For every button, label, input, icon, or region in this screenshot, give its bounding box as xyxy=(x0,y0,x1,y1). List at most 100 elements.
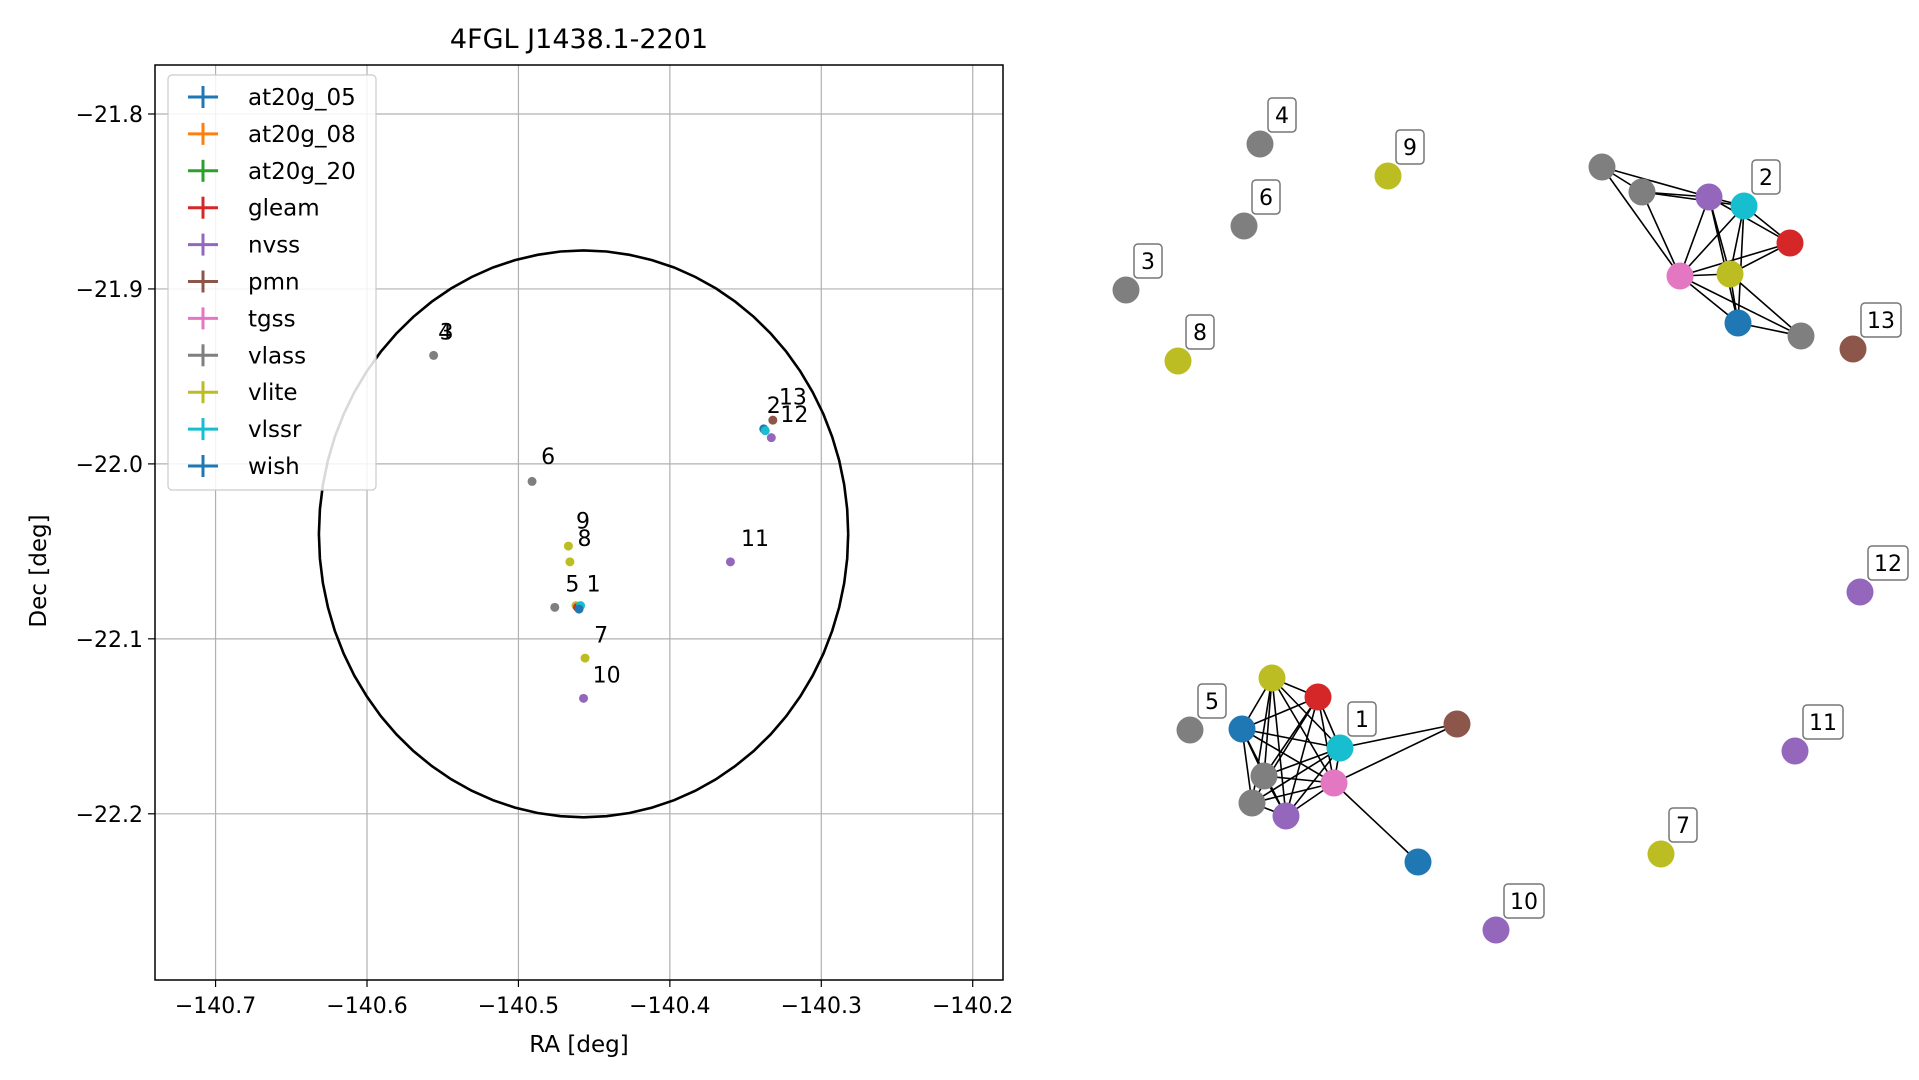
x-axis-ticks: −140.7 −140.6 −140.5 −140.4 −140.3 −140.2 xyxy=(175,980,1013,1019)
node-label-text: 5 xyxy=(1205,690,1219,715)
x-tick-label: −140.2 xyxy=(932,994,1013,1019)
graph-edge xyxy=(1271,677,1341,749)
graph-node xyxy=(1839,335,1867,363)
graph-node xyxy=(1238,789,1266,817)
graph-edge xyxy=(1317,696,1335,784)
source-point xyxy=(574,604,584,614)
graph-node xyxy=(1404,848,1432,876)
graph-node xyxy=(1374,162,1402,190)
node-label-box xyxy=(1751,159,1781,195)
graph-node xyxy=(1228,715,1256,743)
node-label-box xyxy=(1133,243,1163,279)
graph-edge xyxy=(1251,747,1341,804)
graph-nodes xyxy=(1112,130,1874,944)
x-tick-label: −140.7 xyxy=(175,994,256,1019)
node-label-text: 9 xyxy=(1403,136,1417,161)
point-label: 7 xyxy=(594,623,608,648)
y-tick-label: −21.8 xyxy=(76,103,143,128)
node-label: 13 xyxy=(1860,302,1902,338)
y-tick-label: −22.0 xyxy=(76,453,143,478)
graph-node xyxy=(1443,710,1471,738)
graph-node xyxy=(1781,737,1809,765)
graph-node xyxy=(1246,130,1274,158)
legend-label: tgss xyxy=(248,306,296,332)
point-label: 12 xyxy=(780,403,808,428)
legend-label: at20g_05 xyxy=(248,85,356,111)
node-label-box xyxy=(1395,129,1425,165)
source-point xyxy=(429,350,439,360)
y-axis-ticks: −21.8 −21.9 −22.0 −22.1 −22.2 xyxy=(76,103,155,828)
x-tick-label: −140.3 xyxy=(781,994,862,1019)
graph-node xyxy=(1112,276,1140,304)
legend-label: wish xyxy=(248,454,300,480)
node-label-box xyxy=(1802,704,1844,740)
legend-label: gleam xyxy=(248,196,320,222)
graph-node xyxy=(1250,762,1278,790)
node-label: 12 xyxy=(1867,545,1909,581)
node-label-box xyxy=(1267,97,1297,133)
graph-edge xyxy=(1251,782,1335,804)
node-label: 11 xyxy=(1802,704,1844,740)
graph-edge xyxy=(1708,196,1791,244)
graph-node xyxy=(1695,183,1723,211)
graph-edge xyxy=(1641,191,1681,277)
legend-label: nvss xyxy=(248,233,300,259)
graph-node xyxy=(1588,153,1616,181)
source-point xyxy=(527,476,537,486)
y-tick-label: −22.2 xyxy=(76,803,143,828)
node-label-box xyxy=(1503,883,1545,919)
graph-edge xyxy=(1601,166,1681,277)
point-label: 9 xyxy=(576,510,590,535)
graph-node xyxy=(1326,734,1354,762)
legend-label: vlass xyxy=(248,343,306,369)
point-label: 10 xyxy=(593,664,621,689)
node-label-text: 1 xyxy=(1355,708,1369,733)
graph-node xyxy=(1787,322,1815,350)
graph-edge xyxy=(1679,242,1791,277)
node-label-box xyxy=(1860,302,1902,338)
node-label-box xyxy=(1668,807,1698,843)
node-label-text: 11 xyxy=(1809,711,1837,736)
graph-node xyxy=(1230,212,1258,240)
graph-edge xyxy=(1241,696,1319,730)
graph-edge xyxy=(1241,728,1341,749)
graph-node xyxy=(1176,716,1204,744)
graph-node xyxy=(1482,916,1510,944)
graph-edge xyxy=(1641,191,1745,207)
source-point xyxy=(768,415,778,425)
legend-label: at20g_08 xyxy=(248,122,356,148)
graph-edge xyxy=(1679,196,1710,277)
y-tick-label: −21.9 xyxy=(76,278,143,303)
point-label: 8 xyxy=(577,527,591,552)
point-label: 5 xyxy=(565,573,579,598)
graph-edge xyxy=(1271,677,1287,817)
y-tick-label: −22.1 xyxy=(76,628,143,653)
node-label-text: 12 xyxy=(1874,552,1902,577)
source-points xyxy=(429,350,778,703)
legend-label: at20g_20 xyxy=(248,159,356,185)
graph-edge xyxy=(1679,275,1802,337)
graph-node xyxy=(1647,840,1675,868)
graph-edge xyxy=(1737,205,1745,324)
node-label: 10 xyxy=(1503,883,1545,919)
node-label-box xyxy=(1347,701,1377,737)
node-label: 8 xyxy=(1185,314,1215,350)
graph-node xyxy=(1846,578,1874,606)
graph-node xyxy=(1258,664,1286,692)
graph-edge xyxy=(1271,677,1335,784)
chart-title: 4FGL J1438.1-2201 xyxy=(450,24,708,55)
node-label: 6 xyxy=(1251,179,1281,215)
x-tick-label: −140.4 xyxy=(629,994,710,1019)
graph-node xyxy=(1716,260,1744,288)
graph-node xyxy=(1320,769,1348,797)
source-point xyxy=(725,557,735,567)
node-label: 5 xyxy=(1197,683,1227,719)
source-point xyxy=(565,557,575,567)
node-label: 2 xyxy=(1751,159,1781,195)
node-label-text: 8 xyxy=(1193,321,1207,346)
x-tick-label: −140.5 xyxy=(478,994,559,1019)
node-label-box xyxy=(1867,545,1909,581)
